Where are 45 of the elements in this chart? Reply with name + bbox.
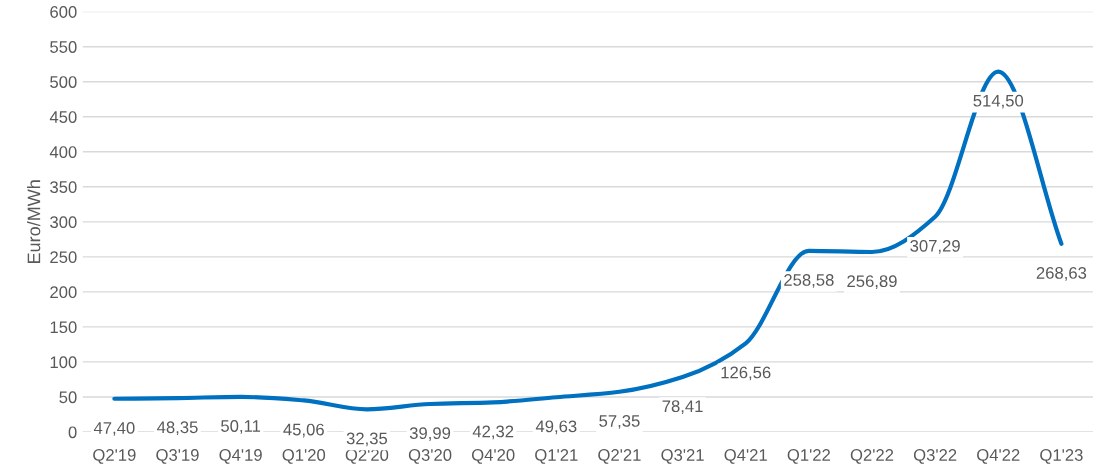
x-tick-label: Q3'22 [913, 449, 957, 464]
y-tick-label: 150 [50, 321, 77, 334]
y-tick-label: 200 [50, 286, 77, 299]
data-label: 42,32 [472, 425, 514, 440]
y-tick-label: 100 [50, 356, 77, 369]
data-label: 32,35 [346, 432, 388, 447]
x-tick-label: Q3'19 [156, 449, 199, 464]
x-tick-label: Q4'21 [724, 449, 767, 464]
x-tick-label: Q2'22 [850, 449, 894, 464]
data-label: 45,06 [283, 423, 324, 438]
x-tick-label: Q4'22 [977, 449, 1020, 464]
x-tick-label: Q4'20 [471, 449, 515, 464]
y-axis-title: Euro/MWh [27, 180, 41, 263]
y-tick-label: 600 [50, 6, 77, 18]
y-tick-label: 500 [50, 76, 77, 88]
x-tick-label: Q1'22 [787, 449, 830, 464]
x-tick-label: Q4'19 [219, 449, 262, 464]
data-label: 47,40 [93, 422, 135, 436]
y-tick-label: 250 [50, 251, 77, 264]
y-tick-label: 400 [49, 146, 77, 158]
data-label: 268,63 [1036, 267, 1087, 281]
data-label: 258,58 [784, 274, 834, 288]
y-tick-label: 350 [50, 181, 77, 193]
x-tick-label: Q2'19 [93, 449, 136, 464]
y-tick-label: 450 [49, 111, 77, 123]
data-label: 307,29 [910, 239, 960, 254]
data-label: 256,89 [847, 275, 897, 290]
x-tick-label: Q3'21 [661, 449, 704, 464]
data-label: 49,63 [535, 420, 577, 435]
x-tick-label: Q1'20 [282, 449, 326, 464]
y-tick-label: 300 [50, 216, 77, 229]
x-tick-label: Q2'21 [598, 449, 641, 464]
data-label: 50,11 [221, 420, 261, 434]
data-label: 514,50 [973, 94, 1024, 109]
data-label: 39,99 [409, 427, 451, 441]
x-tick-label: Q1'21 [535, 449, 578, 464]
x-tick-label: Q1'23 [1040, 449, 1083, 464]
data-label: 48,35 [157, 421, 198, 436]
y-tick-label: 0 [68, 426, 77, 439]
x-tick-label: Q3'20 [408, 449, 452, 464]
data-label: 78,41 [662, 400, 703, 415]
y-tick-label: 50 [59, 391, 77, 404]
data-label: 126,56 [721, 366, 771, 381]
y-tick-label: 550 [50, 41, 77, 53]
data-label: 57,35 [599, 415, 640, 429]
